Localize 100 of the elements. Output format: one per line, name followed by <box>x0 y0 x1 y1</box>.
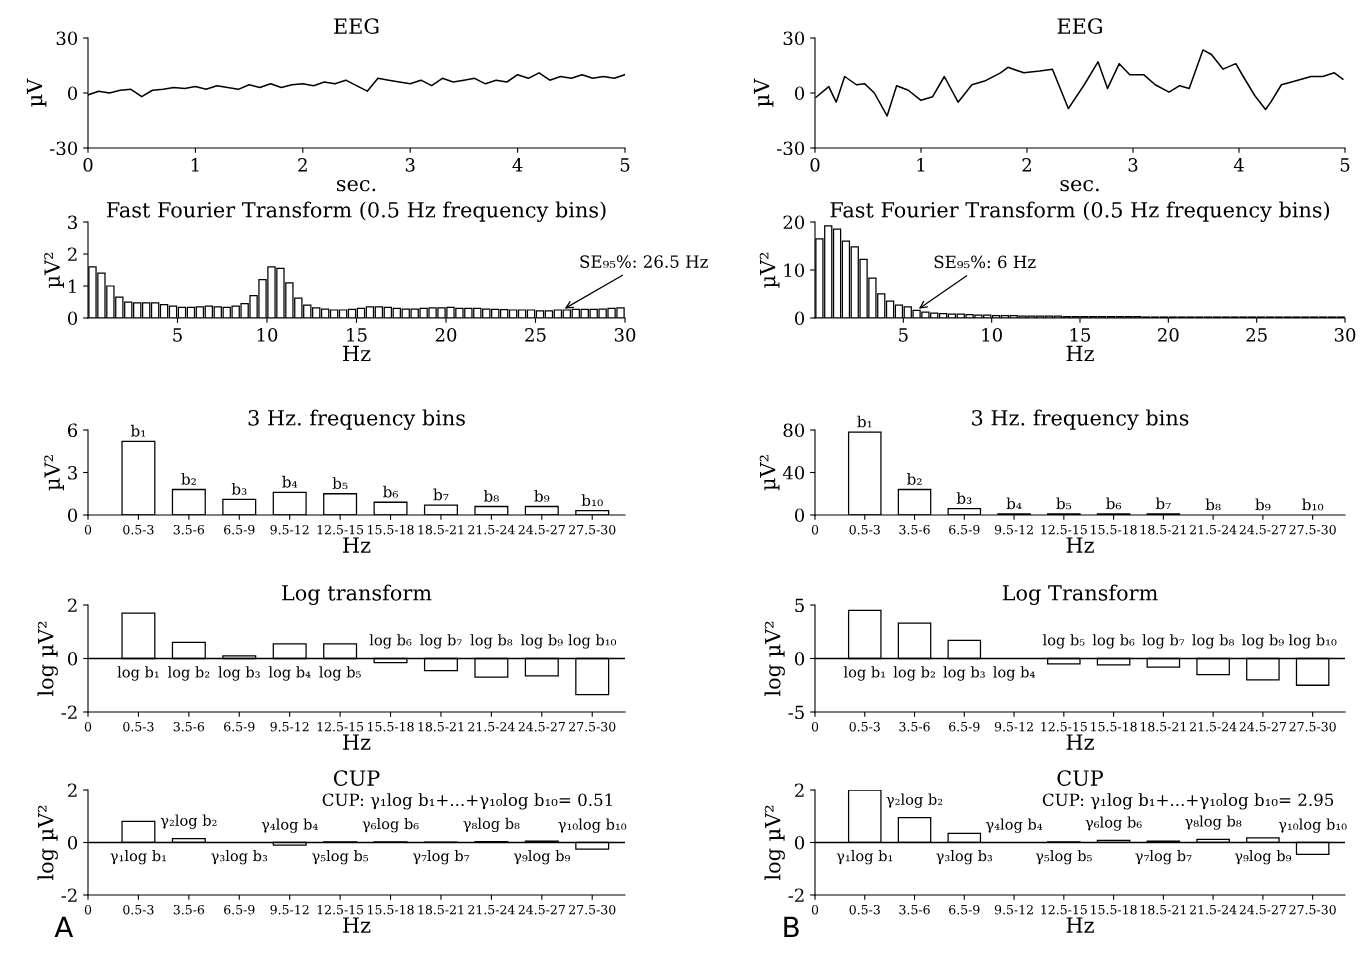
x-axis-title: sec. <box>337 179 376 192</box>
annotation: γ₇log b₇ <box>1135 850 1192 865</box>
x-tick-label: 18.5-21 <box>1140 721 1186 732</box>
x-axis-title: Hz <box>1066 734 1094 750</box>
y-axis-title: µV <box>753 78 774 107</box>
y-tick-label: 0 <box>67 835 78 850</box>
x-tick-label: 24.5-27 <box>518 524 565 535</box>
x-tick-label: 6.5-9 <box>949 904 980 915</box>
annotation: log b₅ <box>319 666 361 681</box>
x-tick-label: 25 <box>1246 328 1267 342</box>
annotation: b₂ <box>181 473 196 485</box>
annotation: b₈ <box>1205 498 1221 511</box>
x-tick-label: 6.5-9 <box>224 524 255 535</box>
annotation: γ₃log b₃ <box>936 850 993 865</box>
x-tick-label: 0 <box>84 904 92 915</box>
x-tick-label: 5 <box>1340 158 1350 172</box>
x-axis-title: sec. <box>1060 179 1099 192</box>
annotation: γ₂log b₂ <box>886 793 943 808</box>
annotation: log b₃ <box>943 666 985 681</box>
annotation: γ₁log b₁ <box>836 850 893 865</box>
x-tick-label: 12.5-15 <box>1041 721 1087 732</box>
x-tick-label: 5 <box>899 328 908 342</box>
y-tick-label: -2 <box>788 888 804 902</box>
annotation: log b₄ <box>993 666 1035 681</box>
x-tick-label: 6.5-9 <box>224 721 255 732</box>
x-tick-label: 27.5-30 <box>1289 721 1336 732</box>
annotation: SE₉₅%: 26.5 Hz <box>580 255 708 268</box>
x-tick-label: 15.5-18 <box>1091 524 1137 535</box>
annotation: log b₈ <box>470 634 513 649</box>
x-tick-label: 15.5-18 <box>1091 904 1137 915</box>
x-tick-label: 6.5-9 <box>224 904 255 915</box>
x-tick-label: 3.5-6 <box>173 721 205 732</box>
x-tick-label: 25 <box>525 328 546 342</box>
annotation: log b₁ <box>843 666 885 681</box>
y-tick-label: 0 <box>794 86 805 101</box>
x-tick-label: 3 <box>405 158 415 172</box>
x-tick-label: 9.5-12 <box>994 721 1033 732</box>
y-tick-label: 0 <box>794 508 805 523</box>
x-tick-label: 3.5-6 <box>899 524 930 535</box>
annotation: log b₃ <box>218 666 260 681</box>
annotation: log b₇ <box>420 634 462 649</box>
y-axis-title: µV² <box>44 252 65 288</box>
x-tick-label: 24.5-27 <box>518 904 565 915</box>
y-tick-label: 0 <box>794 835 805 850</box>
x-tick-label: 27.5-30 <box>1289 524 1336 535</box>
x-tick-label: 10 <box>257 328 278 342</box>
annotation: log b₇ <box>1142 634 1185 649</box>
x-tick-label: 3.5-6 <box>173 904 205 915</box>
x-tick-label: 21.5-24 <box>1189 524 1237 535</box>
x-tick-label: 6.5-9 <box>949 721 980 732</box>
x-tick-label: 12.5-15 <box>1041 904 1087 915</box>
y-tick-label: 6 <box>68 423 78 438</box>
x-tick-label: 10 <box>982 328 1002 342</box>
annotation: b₅ <box>332 477 348 490</box>
text: A <box>54 916 74 938</box>
y-tick-label: 2 <box>68 247 77 261</box>
y-axis-title: µV <box>26 78 47 107</box>
chart-title: EEG <box>334 18 379 34</box>
y-axis-title: log µV² <box>37 805 58 880</box>
y-tick-label: -2 <box>61 705 77 719</box>
annotation: γ₄log b₄ <box>986 818 1043 833</box>
y-tick-label: 2 <box>68 783 77 797</box>
x-tick-label: 1 <box>191 158 199 172</box>
y-tick-label: 0 <box>67 508 78 523</box>
y-axis-title: log µV² <box>764 621 785 696</box>
y-tick-label: 3 <box>68 215 77 230</box>
annotation: b₁₀ <box>1302 498 1324 511</box>
annotation: b₃ <box>231 482 247 495</box>
chart-title: EEG <box>1057 18 1102 34</box>
x-tick-label: 15.5-18 <box>368 524 414 535</box>
y-tick-label: 2 <box>68 598 77 612</box>
annotation: γ₅log b₅ <box>1035 850 1092 865</box>
text: B <box>784 916 799 938</box>
chart-title: Fast Fourier Transform (0.5 Hz frequency bins) <box>106 201 606 222</box>
x-tick-label: 27.5-30 <box>1289 904 1336 915</box>
x-axis-title: Hz <box>343 345 371 362</box>
annotation: log b₁ <box>117 666 159 681</box>
annotation: b₂ <box>907 473 922 485</box>
annotation: γ₈log b₈ <box>463 817 520 833</box>
y-tick-label: 0 <box>67 86 78 101</box>
x-tick-label: 1 <box>917 158 925 172</box>
y-tick-label: 0 <box>67 651 78 666</box>
y-axis-title: log µV² <box>764 805 785 880</box>
annotation: log b₈ <box>1192 634 1235 649</box>
x-tick-label: 12.5-15 <box>317 904 364 915</box>
y-tick-label: 1 <box>68 279 76 293</box>
x-axis-title: Hz <box>343 734 371 750</box>
chart-title: CUP <box>1057 770 1104 786</box>
x-tick-label: 27.5-30 <box>569 904 616 915</box>
annotation: b₆ <box>1106 497 1122 510</box>
x-tick-label: 3.5-6 <box>173 524 205 535</box>
annotation: γ₇log b₇ <box>412 850 470 865</box>
annotation: log b₁₀ <box>568 634 617 649</box>
x-tick-label: 15.5-18 <box>368 904 414 915</box>
x-tick-label: 9.5-12 <box>270 904 309 915</box>
x-tick-label: 2 <box>298 158 307 172</box>
x-axis-title: Hz <box>343 537 371 553</box>
x-axis-title: Hz <box>1066 345 1094 362</box>
y-axis-title: µV² <box>759 455 780 491</box>
x-tick-label: 0 <box>810 158 820 172</box>
